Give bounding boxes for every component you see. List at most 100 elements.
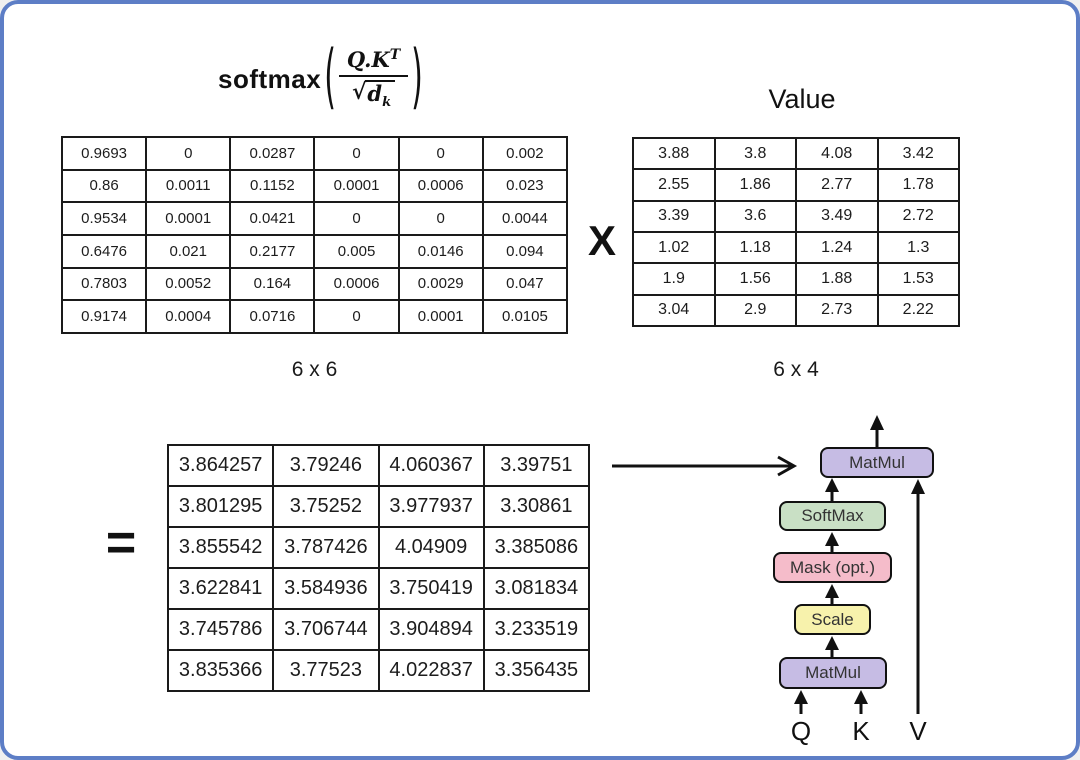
matrix-cell: 2.73	[795, 293, 879, 328]
matrix-cell: 3.233519	[482, 608, 591, 651]
matrix-cell: 1.86	[713, 168, 797, 202]
matrix-cell: 0.9174	[60, 299, 148, 334]
matrix-row: 0.9534 0.0001 0.0421 0 0 0.0044	[60, 201, 569, 236]
k-input-label: K	[852, 716, 870, 746]
formula-radicand-base: d	[367, 80, 383, 106]
matrix-cell: 0	[397, 136, 484, 171]
matrix-row: 3.864257 3.79246 4.060367 3.39751	[166, 444, 591, 487]
formula-function: softmax	[218, 63, 322, 94]
matrix-cell: 1.53	[876, 262, 960, 296]
radical-sign: √	[351, 78, 367, 105]
v-input-label: V	[909, 716, 927, 746]
equals-operator: =	[105, 514, 137, 572]
matrix-cell: 3.745786	[166, 608, 275, 651]
matrix-cell: 3.977937	[377, 485, 485, 528]
arrowhead-matmul-output	[870, 415, 884, 430]
matmul-bottom-box: MatMul	[779, 657, 887, 689]
matrix-row: 3.88 3.8 4.08 3.42	[632, 136, 960, 171]
matrix-cell: 3.8	[713, 136, 797, 171]
matrix-row: 3.745786 3.706744 3.904894 3.233519	[166, 608, 591, 651]
matrix-cell: 0.164	[229, 266, 316, 302]
matrix-cell: 0.0052	[145, 266, 232, 302]
matrix-cell: 0	[397, 201, 484, 236]
matrix-cell: 1.88	[795, 262, 879, 296]
matrix-cell: 0.0001	[397, 299, 484, 334]
formula-radicand: dk	[365, 79, 396, 111]
matrix-cell: 1.9	[632, 262, 716, 296]
matrix-cell: 1.3	[876, 230, 960, 265]
matrix-cell: 4.08	[795, 136, 879, 171]
value-matrix-table: 3.88 3.8 4.08 3.42 2.55 1.86 2.77 1.78 3.39 3.6 3.…	[632, 136, 960, 328]
formula-numerator: Q.KT	[338, 47, 409, 77]
matrix-cell: 0.005	[313, 233, 400, 269]
formula-denominator: √ dk	[351, 77, 396, 111]
matrix-cell: 0	[313, 136, 400, 171]
matrix-cell: 0.0001	[313, 168, 400, 204]
matrix-row: 1.9 1.56 1.88 1.53	[632, 262, 960, 296]
arrowhead-k-input	[854, 690, 868, 704]
matrix-cell: 3.6	[713, 199, 797, 233]
formula-close-paren: )	[411, 36, 423, 119]
matrix-row: 3.04 2.9 2.73 2.22	[632, 293, 960, 328]
matrix-row: 0.6476 0.021 0.2177 0.005 0.0146 0.094	[60, 233, 569, 269]
matrix-cell: 0.0006	[397, 168, 484, 204]
matrix-cell: 3.750419	[377, 567, 485, 610]
matrix-cell: 3.864257	[166, 444, 275, 487]
matrix-cell: 3.801295	[166, 485, 275, 528]
matrix-cell: 1.24	[795, 230, 879, 265]
matrix-cell: 3.787426	[272, 526, 380, 569]
matrix-cell: 0.0044	[481, 201, 569, 236]
matrix-cell: 0.002	[481, 136, 569, 171]
matrix-cell: 3.622841	[166, 567, 275, 610]
matrix-cell: 0.047	[481, 266, 569, 302]
matrix-cell: 3.081834	[482, 567, 591, 610]
matrix-cell: 0.021	[145, 233, 232, 269]
result-matrix-table: 3.864257 3.79246 4.060367 3.39751 3.801295 3.…	[166, 444, 591, 692]
q-input-label: Q	[790, 716, 812, 746]
softmax-formula: softmax(Q.KT √ dk)	[218, 38, 426, 120]
matrix-cell: 3.04	[632, 293, 716, 328]
matrix-cell: 3.49	[795, 199, 879, 233]
matrix-row: 0.9174 0.0004 0.0716 0 0.0001 0.0105	[60, 299, 569, 334]
arrowhead-q-input	[794, 690, 808, 704]
matmul-top-box: MatMul	[820, 447, 934, 478]
matrix-cell: 3.39	[632, 199, 716, 233]
arrowhead-softmax-to-matmul	[825, 478, 839, 492]
arrowhead-v-input	[911, 479, 925, 494]
matrix-cell: 1.78	[876, 168, 960, 202]
matrix-cell: 0	[313, 201, 400, 236]
matrix-cell: 4.060367	[377, 444, 485, 487]
softmax-matrix-table: 0.9693 0 0.0287 0 0 0.002 0.86 0.0011 0.1152 0.00…	[60, 136, 569, 334]
matrix-cell: 3.385086	[482, 526, 591, 569]
matrix-cell: 0.0421	[229, 201, 316, 236]
matrix-cell: 0.094	[481, 233, 569, 269]
matrix-cell: 1.56	[713, 262, 797, 296]
matrix-cell: 0.6476	[60, 233, 148, 269]
matrix-cell: 3.356435	[482, 649, 591, 692]
matrix-cell: 0	[313, 299, 400, 334]
matrix-cell: 0.9534	[60, 201, 148, 236]
matrix-cell: 3.30861	[482, 485, 591, 528]
matrix-cell: 0.0029	[397, 266, 484, 302]
matrix-row: 3.39 3.6 3.49 2.72	[632, 199, 960, 233]
matrix-cell: 3.42	[876, 136, 960, 171]
matrix-cell: 1.18	[713, 230, 797, 265]
matrix-cell: 4.04909	[377, 526, 485, 569]
matrix-cell: 0.9693	[60, 136, 148, 171]
matrix-cell: 2.72	[876, 199, 960, 233]
matrix-cell: 3.835366	[166, 649, 275, 692]
arrowhead-result-to-matmul	[777, 455, 798, 477]
matrix-cell: 0.0146	[397, 233, 484, 269]
matrix-cell: 4.022837	[377, 649, 485, 692]
matrix-row: 3.835366 3.77523 4.022837 3.356435	[166, 649, 591, 692]
matrix-row: 2.55 1.86 2.77 1.78	[632, 168, 960, 202]
matrix-row: 3.801295 3.75252 3.977937 3.30861	[166, 485, 591, 528]
matrix-cell: 1.02	[632, 230, 716, 265]
matrix-row: 3.855542 3.787426 4.04909 3.385086	[166, 526, 591, 569]
matrix-cell: 3.855542	[166, 526, 275, 569]
matrix-cell: 3.88	[632, 136, 716, 171]
arrowhead-matmul-to-scale	[825, 636, 839, 650]
matrix-cell: 0.86	[60, 168, 148, 204]
matrix-cell: 0.0716	[229, 299, 316, 334]
